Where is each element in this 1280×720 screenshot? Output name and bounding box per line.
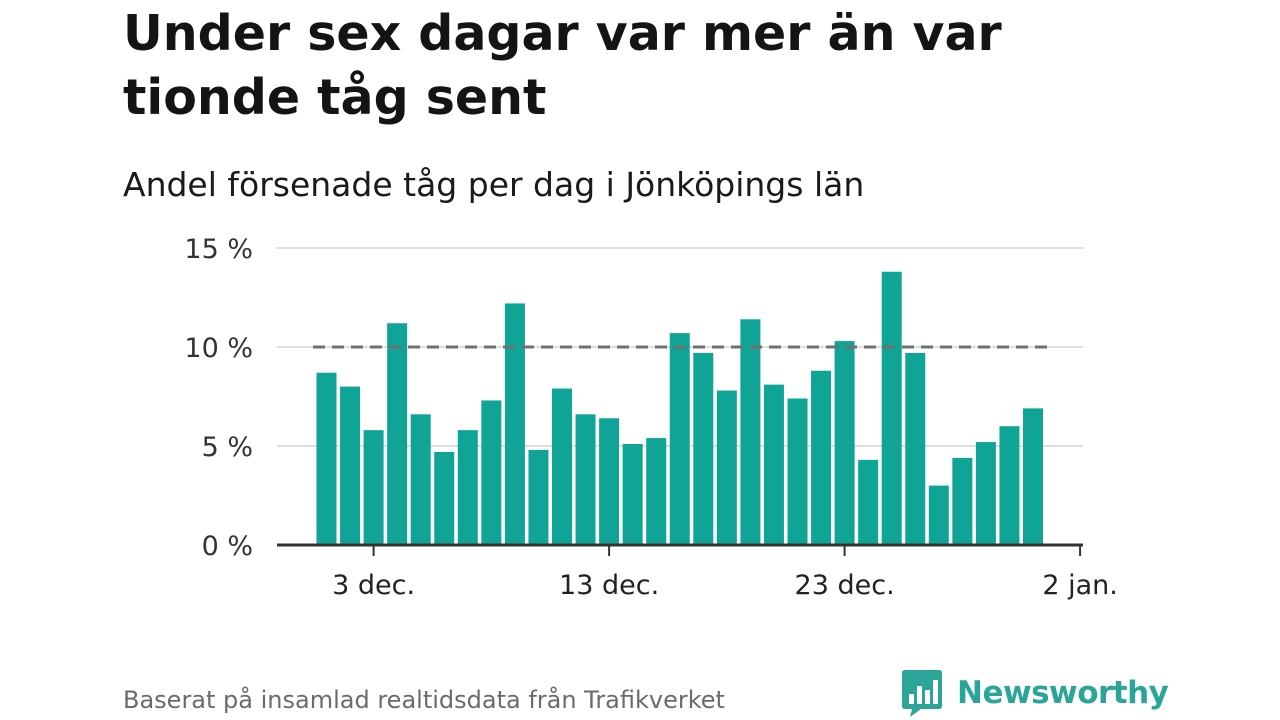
y-tick-label: 5 % xyxy=(202,432,253,463)
bar-31dec xyxy=(1023,408,1043,545)
y-tick-label: 0 % xyxy=(202,531,253,562)
x-tick-label: 3 dec. xyxy=(332,570,415,601)
bar-10dec xyxy=(528,449,549,545)
bar-20dec xyxy=(763,384,784,545)
y-tick-label: 10 % xyxy=(184,333,253,364)
bar-12dec xyxy=(575,414,596,545)
bar-4dec xyxy=(387,323,408,545)
bar-25dec xyxy=(881,271,902,545)
bar-15dec xyxy=(646,438,667,545)
bar-5dec xyxy=(410,414,431,545)
bar-21dec xyxy=(787,398,808,545)
x-tick-label: 2 jan. xyxy=(1042,570,1118,601)
bar-2dec xyxy=(340,386,361,545)
bar-7dec xyxy=(457,430,478,545)
y-tick-label: 15 % xyxy=(184,234,253,265)
bar-16dec xyxy=(669,333,690,545)
bar-24dec xyxy=(858,459,879,545)
bar-14dec xyxy=(622,444,643,545)
bar-chart: 0 % 5 % 10 % 15 % 3 dec. 13 dec. 23 dec. 2 jan. xyxy=(184,234,1118,601)
bar-27dec xyxy=(928,485,949,545)
bar-6dec xyxy=(434,451,455,545)
newsworthy-logo: Newsworthy xyxy=(901,668,1169,718)
bar-1dec xyxy=(316,372,337,545)
bar-17dec xyxy=(693,352,714,545)
bar-8dec xyxy=(481,400,502,545)
bar-23dec xyxy=(834,341,855,545)
brand-name: Newsworthy xyxy=(957,675,1169,711)
x-tick-label: 23 dec. xyxy=(795,570,895,601)
chart-subtitle: Andel försenade tåg per dag i Jönköpings… xyxy=(123,165,865,204)
bar-30dec xyxy=(999,426,1020,545)
source-note: Baserat på insamlad realtidsdata från Tr… xyxy=(123,686,725,714)
bar-9dec xyxy=(504,303,525,545)
bar-28dec xyxy=(952,457,973,545)
bar-11dec xyxy=(552,388,572,545)
bar-18dec xyxy=(716,390,737,545)
x-tick-label: 13 dec. xyxy=(559,570,659,601)
bar-22dec xyxy=(811,370,832,545)
chart-title: Under sex dagar var mer än var tionde tå… xyxy=(123,5,1002,126)
bar-26dec xyxy=(905,352,926,545)
bar-19dec xyxy=(740,319,761,545)
bar-29dec xyxy=(975,442,996,545)
bar-3dec xyxy=(363,430,384,545)
bar-chart-speech-bubble-icon xyxy=(902,670,942,717)
bar-13dec xyxy=(599,418,620,545)
